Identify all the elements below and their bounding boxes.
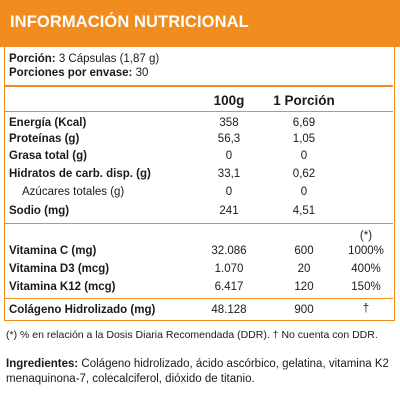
collagen-per100: 48.128 xyxy=(211,304,247,316)
divider xyxy=(5,223,393,224)
nutrient-name: Azúcares totales (g) xyxy=(22,186,125,198)
vitamin-ddr: 400% xyxy=(351,263,381,275)
per-package-label: Porciones por envase: xyxy=(9,67,133,79)
nutrient-portion: 0,62 xyxy=(292,168,316,180)
portion-label: Porción: xyxy=(9,53,56,65)
ingredients-text: Colágeno hidrolizado, ácido ascórbico, g… xyxy=(6,358,389,385)
nutrient-per100: 33,1 xyxy=(217,168,241,180)
per-package-value: 30 xyxy=(135,67,149,79)
col-header-100g: 100g xyxy=(213,93,245,108)
nutrient-name: Grasa total (g) xyxy=(9,150,87,162)
nutrient-portion: 4,51 xyxy=(292,205,316,217)
vitamin-portion: 600 xyxy=(294,245,314,257)
nutrient-name: Proteínas (g) xyxy=(9,133,80,145)
ddr-column-header: (*) xyxy=(359,230,373,242)
portion-row: Porción: 3 Cápsulas (1,87 g) xyxy=(9,52,159,66)
divider xyxy=(5,111,393,112)
ingredients-label: Ingredientes: xyxy=(6,358,79,370)
vitamin-portion: 20 xyxy=(297,263,311,275)
per-package-row: Porciones por envase: 30 xyxy=(9,66,148,80)
nutrient-portion: 1,05 xyxy=(292,133,316,145)
nutrient-portion: 6,69 xyxy=(292,117,316,129)
nutrient-per100: 241 xyxy=(219,205,239,217)
vitamin-name: Vitamina K12 (mcg) xyxy=(9,281,116,293)
nutrient-per100: 0 xyxy=(225,150,233,162)
nutrient-portion: 0 xyxy=(300,186,308,198)
collagen-ddr: † xyxy=(362,303,370,315)
footnote: (*) % en relación a la Dosis Diaria Reco… xyxy=(6,329,378,341)
nutrient-name: Sodio (mg) xyxy=(9,205,70,217)
nutrient-name: Hidratos de carb. disp. (g) xyxy=(9,168,151,180)
collagen-portion: 900 xyxy=(294,304,314,316)
vitamin-name: Vitamina D3 (mcg) xyxy=(9,263,110,275)
nutrient-per100: 56,3 xyxy=(217,133,241,145)
vitamin-per100: 1.070 xyxy=(214,263,244,275)
vitamin-per100: 32.086 xyxy=(211,245,247,257)
vitamin-ddr: 1000% xyxy=(348,245,384,257)
vitamin-per100: 6.417 xyxy=(214,281,244,293)
nutrition-panel: Porción: 3 Cápsulas (1,87 g) Porciones p… xyxy=(4,47,395,321)
vitamin-ddr: 150% xyxy=(351,281,381,293)
ingredients: Ingredientes: Colágeno hidrolizado, ácid… xyxy=(6,357,398,387)
portion-value: 3 Cápsulas (1,87 g) xyxy=(58,53,160,65)
nutrient-per100: 0 xyxy=(225,186,233,198)
header-title: INFORMACIÓN NUTRICIONAL xyxy=(10,13,249,31)
col-header-portion: 1 Porción xyxy=(273,93,335,108)
nutrient-name: Energía (Kcal) xyxy=(9,117,87,129)
nutrient-portion: 0 xyxy=(300,150,308,162)
nutrient-per100: 358 xyxy=(219,117,239,129)
nutrition-header: INFORMACIÓN NUTRICIONAL xyxy=(0,0,400,47)
vitamin-name: Vitamina C (mg) xyxy=(9,245,97,257)
divider xyxy=(5,85,393,87)
divider xyxy=(5,298,393,299)
vitamin-portion: 120 xyxy=(294,281,314,293)
collagen-name: Colágeno Hidrolizado (mg) xyxy=(9,304,156,316)
